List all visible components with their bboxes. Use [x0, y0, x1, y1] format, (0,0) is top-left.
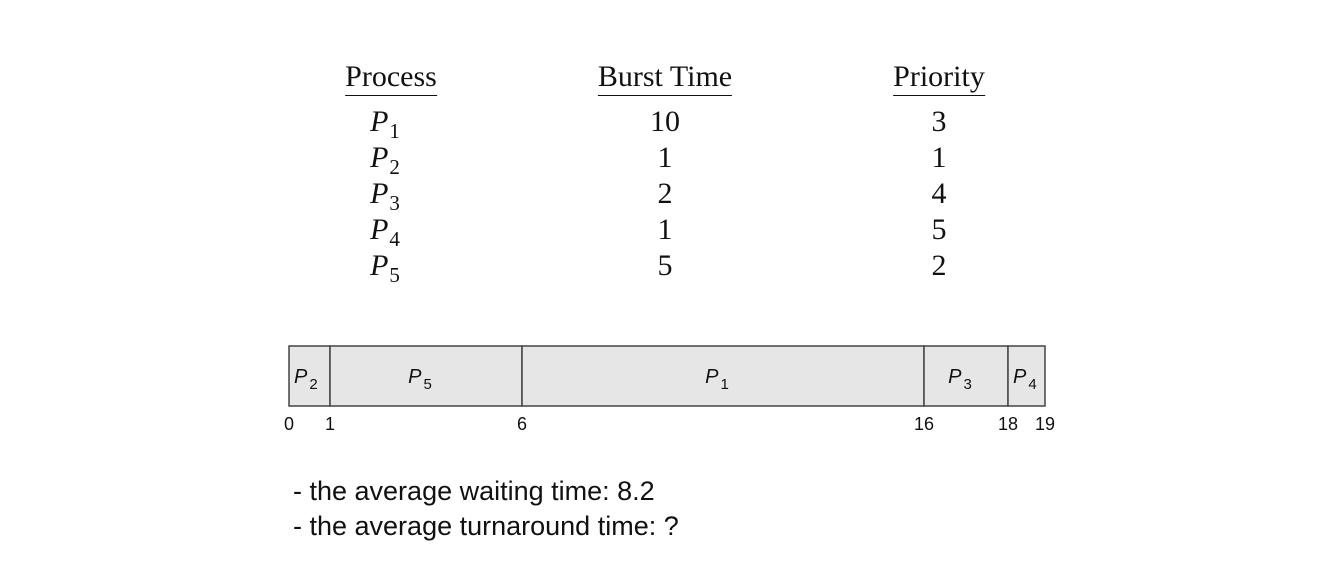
gantt-tick-1: 1: [325, 414, 335, 434]
process-p3: P3: [370, 177, 400, 215]
process-p4: P4: [370, 213, 400, 251]
process-p5: P5: [370, 249, 400, 287]
process-p2: P2: [370, 141, 400, 179]
gantt-segment-p4: [1007, 345, 1046, 407]
process-p1: P1: [370, 105, 400, 143]
gantt-segment-p3: [923, 345, 1009, 407]
header-process: Process: [345, 60, 437, 96]
average-waiting-time: - the average waiting time: 8.2: [293, 476, 655, 506]
priority-p3: 4: [931, 177, 947, 210]
gantt-segment-p1: [521, 345, 925, 407]
header-priority: Priority: [893, 60, 985, 96]
header-burst-time: Burst Time: [597, 60, 733, 96]
gantt-segment-p2: [288, 345, 331, 407]
priority-p2: 1: [931, 141, 947, 174]
burst-p2: 1: [657, 141, 673, 174]
gantt-tick-19: 19: [1035, 414, 1055, 434]
gantt-tick-16: 16: [914, 414, 934, 434]
gantt-tick-6: 6: [517, 414, 527, 434]
average-turnaround-time: - the average turnaround time: ?: [293, 511, 679, 541]
burst-p5: 5: [657, 249, 673, 282]
notes: - the average waiting time: 8.2 - the av…: [293, 474, 679, 544]
priority-p5: 2: [931, 249, 947, 282]
burst-p3: 2: [657, 177, 673, 210]
gantt-tick-0: 0: [284, 414, 294, 434]
burst-p1: 10: [650, 105, 680, 138]
priority-p4: 5: [931, 213, 947, 246]
burst-p4: 1: [657, 213, 673, 246]
gantt-tick-18: 18: [998, 414, 1018, 434]
gantt-segment-p5: [329, 345, 523, 407]
priority-p1: 3: [931, 105, 947, 138]
